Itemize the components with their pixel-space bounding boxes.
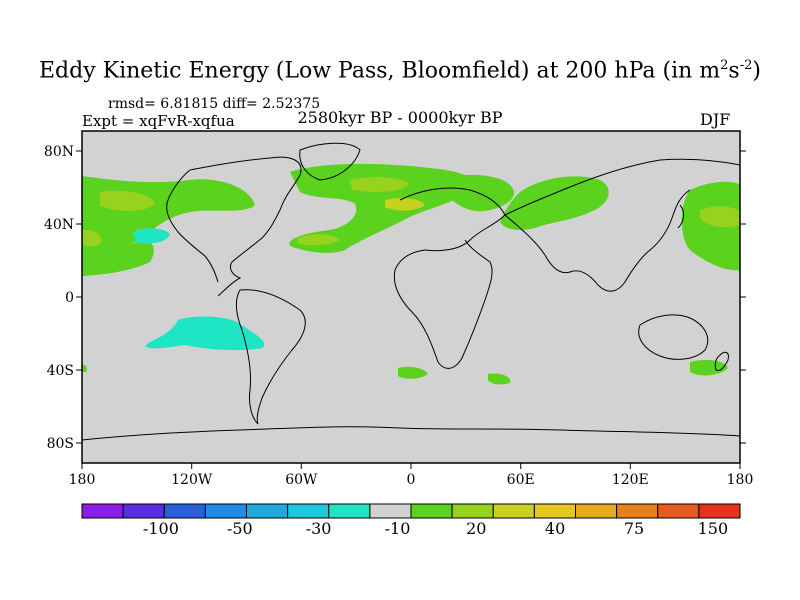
colorbar-label-5: 20 [466, 519, 486, 538]
colorbar-box [81, 503, 124, 519]
colorbar-box [616, 503, 659, 519]
anomaly-north-atlantic [289, 163, 474, 253]
coast-asia-north [504, 158, 741, 216]
coast-australia [638, 314, 709, 360]
colorbar-label-1: -100 [143, 519, 179, 538]
colorbar [81, 503, 741, 519]
colorbar-box [163, 503, 206, 519]
colorbar-box [698, 503, 741, 519]
anomaly-atlantic-core-2 [298, 234, 340, 246]
anomaly-nw-pacific-core [700, 206, 740, 228]
colorbar-label-4: -10 [385, 519, 411, 538]
anomaly-south-tasman [690, 360, 728, 376]
coast-new-zealand [714, 351, 729, 371]
anomaly-south-atlantic [398, 366, 428, 379]
coast-europe-africa [393, 187, 506, 369]
anomaly-south-indian [488, 373, 511, 385]
lat-label-80s: 80S [47, 436, 74, 452]
colorbar-label-8: 150 [698, 519, 729, 538]
colorbar-label-3: -30 [306, 519, 332, 538]
colorbar-box [657, 503, 700, 519]
lon-label-0: 0 [407, 472, 416, 488]
anomaly-negative-pacific [133, 228, 170, 244]
anomaly-south-pacific-negative [145, 316, 265, 351]
lon-label-60w: 60W [285, 472, 318, 488]
lat-label-0: 0 [65, 290, 74, 306]
lat-ticks [76, 150, 746, 444]
colorbar-label-7: 75 [624, 519, 644, 538]
colorbar-box [328, 503, 371, 519]
colorbar-box [410, 503, 453, 519]
colorbar-box [369, 503, 412, 519]
lon-label-180w: 180 [69, 472, 96, 488]
lon-label-60e: 60E [507, 472, 535, 488]
lon-label-120e: 120E [612, 472, 649, 488]
lat-label-40n: 40N [44, 217, 74, 233]
colorbar-box [122, 503, 165, 519]
lat-label-40s: 40S [47, 363, 74, 379]
lon-ticks [81, 463, 741, 469]
colorbar-box [492, 503, 535, 519]
colorbar-box [287, 503, 330, 519]
coast-north-america [189, 156, 302, 297]
coastlines [81, 142, 741, 441]
colorbar-box [204, 503, 248, 519]
lat-label-80n: 80N [44, 144, 74, 160]
colorbar-label-6: 40 [545, 519, 565, 538]
anomaly-edge-patch [82, 364, 87, 372]
coast-antarctica [81, 426, 741, 441]
colorbar-label-2: -50 [227, 519, 253, 538]
season-label: DJF [700, 110, 731, 129]
anomaly-north-pacific-core [100, 190, 155, 212]
anomaly-north-atlantic-peak [385, 197, 425, 211]
colorbar-box [575, 503, 618, 519]
anomaly-north-atlantic-core [350, 176, 410, 192]
lon-label-120w: 120W [171, 472, 213, 488]
coast-asia-south [504, 189, 691, 292]
lat-labels: 80N 40N 0 40S 80S [44, 144, 74, 452]
anomaly-eurasia-central [500, 176, 609, 230]
colorbar-box [533, 503, 577, 519]
lon-labels: 180 120W 60W 0 60E 120E 180 [69, 472, 754, 488]
colorbar-box [246, 503, 289, 519]
anomaly-fields [82, 163, 740, 385]
anomaly-north-pacific-lower [82, 241, 154, 276]
coast-north-america-west [166, 169, 219, 283]
rmsd-diff-stats: rmsd= 6.81815 diff= 2.52375 [108, 96, 321, 112]
colorbar-labels: -100 -50 -30 -10 20 40 75 150 [143, 519, 728, 538]
coast-japan [677, 204, 685, 229]
anomaly-nw-pacific [681, 181, 740, 271]
colorbar-box [451, 503, 494, 519]
lon-label-180e: 180 [727, 472, 754, 488]
period-label: 2580kyr BP - 0000kyr BP [297, 108, 503, 127]
plot-title: Eddy Kinetic Energy (Low Pass, Bloomfiel… [39, 58, 761, 84]
anomaly-pacific-core-2 [82, 229, 102, 247]
experiment-label: Expt = xqFvR-xqfua [82, 112, 235, 130]
coast-greenland [299, 142, 361, 181]
coast-south-america [235, 289, 306, 425]
